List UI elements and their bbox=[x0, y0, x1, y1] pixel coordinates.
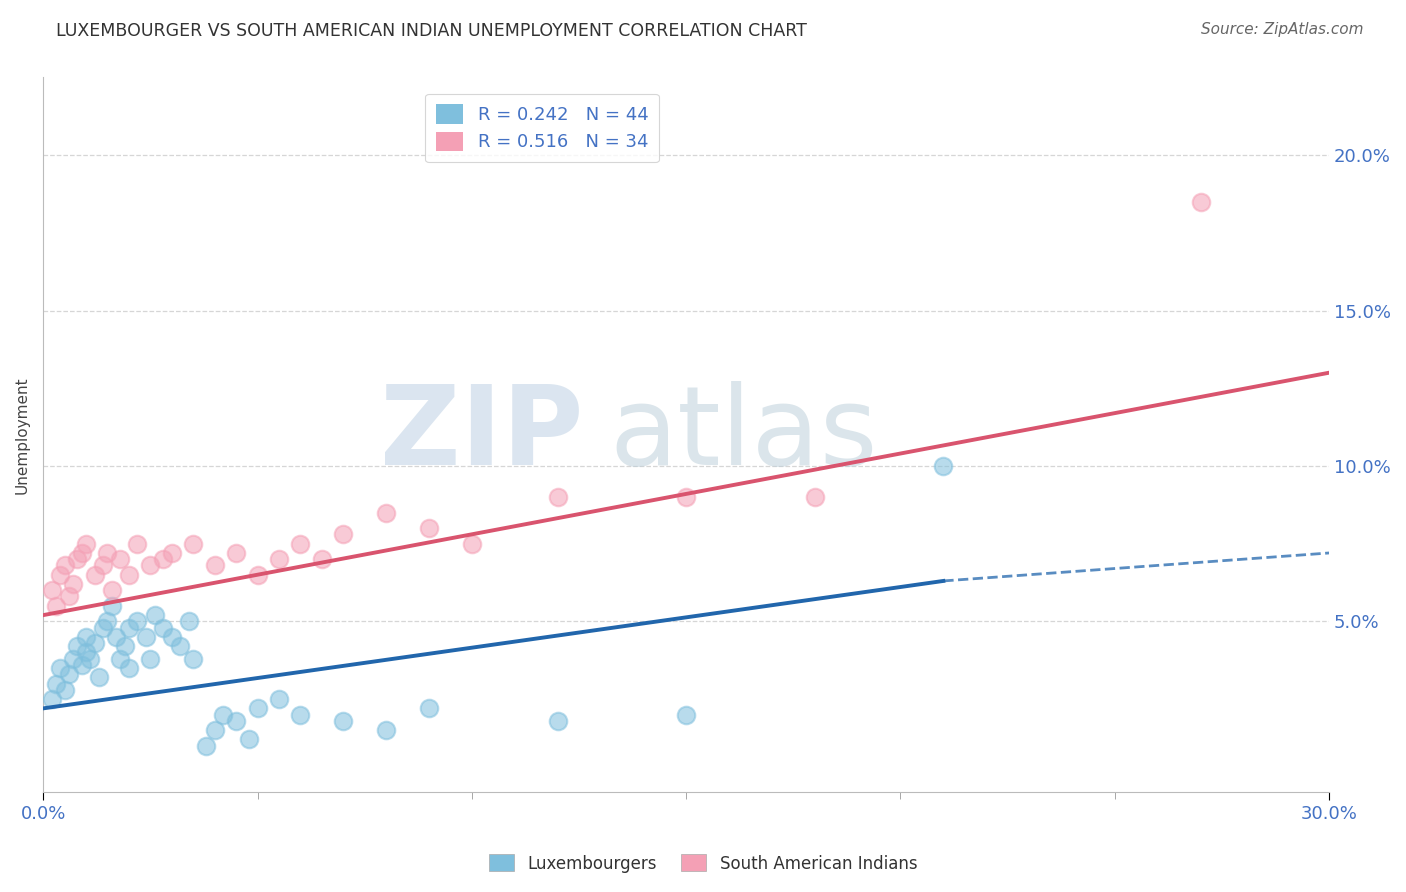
Point bbox=[267, 552, 290, 566]
Point bbox=[225, 546, 247, 560]
Point bbox=[181, 651, 204, 665]
Point bbox=[53, 558, 76, 573]
Point bbox=[110, 651, 132, 665]
Point bbox=[118, 621, 141, 635]
Point bbox=[238, 732, 260, 747]
Point bbox=[139, 558, 162, 573]
Point bbox=[169, 639, 191, 653]
Point bbox=[152, 552, 174, 566]
Point bbox=[96, 546, 118, 560]
Text: LUXEMBOURGER VS SOUTH AMERICAN INDIAN UNEMPLOYMENT CORRELATION CHART: LUXEMBOURGER VS SOUTH AMERICAN INDIAN UN… bbox=[56, 22, 807, 40]
Text: atlas: atlas bbox=[609, 382, 877, 488]
Point bbox=[101, 599, 124, 613]
Point bbox=[375, 506, 398, 520]
Point bbox=[181, 536, 204, 550]
Point bbox=[101, 583, 124, 598]
Point bbox=[135, 630, 157, 644]
Point bbox=[160, 630, 183, 644]
Point bbox=[418, 701, 440, 715]
Point bbox=[62, 651, 84, 665]
Point bbox=[118, 661, 141, 675]
Point bbox=[290, 536, 312, 550]
Point bbox=[332, 714, 354, 728]
Point bbox=[49, 567, 72, 582]
Point bbox=[75, 630, 97, 644]
Point bbox=[75, 645, 97, 659]
Point bbox=[105, 630, 128, 644]
Point bbox=[675, 490, 697, 504]
Point bbox=[83, 636, 105, 650]
Point bbox=[118, 567, 141, 582]
Point bbox=[96, 615, 118, 629]
Point bbox=[547, 714, 569, 728]
Point bbox=[58, 667, 80, 681]
Text: Source: ZipAtlas.com: Source: ZipAtlas.com bbox=[1201, 22, 1364, 37]
Point bbox=[204, 558, 226, 573]
Point bbox=[127, 615, 149, 629]
Point bbox=[803, 490, 825, 504]
Point bbox=[375, 723, 398, 738]
Point bbox=[45, 599, 67, 613]
Point bbox=[66, 552, 89, 566]
Point bbox=[41, 692, 63, 706]
Point bbox=[195, 739, 218, 753]
Point bbox=[70, 657, 93, 672]
Point bbox=[91, 621, 114, 635]
Point bbox=[66, 639, 89, 653]
Point bbox=[160, 546, 183, 560]
Point bbox=[290, 707, 312, 722]
Point bbox=[87, 670, 110, 684]
Point bbox=[49, 661, 72, 675]
Point bbox=[139, 651, 162, 665]
Point bbox=[267, 692, 290, 706]
Point bbox=[110, 552, 132, 566]
Point bbox=[83, 567, 105, 582]
Point bbox=[127, 536, 149, 550]
Point bbox=[70, 546, 93, 560]
Point bbox=[152, 621, 174, 635]
Point bbox=[246, 701, 269, 715]
Point bbox=[45, 676, 67, 690]
Point bbox=[79, 651, 101, 665]
Text: ZIP: ZIP bbox=[380, 382, 583, 488]
Point bbox=[58, 590, 80, 604]
Point bbox=[1189, 194, 1212, 209]
Point bbox=[75, 536, 97, 550]
Point bbox=[246, 567, 269, 582]
Point bbox=[177, 615, 200, 629]
Point bbox=[225, 714, 247, 728]
Point bbox=[114, 639, 136, 653]
Point bbox=[675, 707, 697, 722]
Point bbox=[53, 682, 76, 697]
Legend: R = 0.242   N = 44, R = 0.516   N = 34: R = 0.242 N = 44, R = 0.516 N = 34 bbox=[425, 94, 659, 162]
Point bbox=[204, 723, 226, 738]
Legend: Luxembourgers, South American Indians: Luxembourgers, South American Indians bbox=[482, 847, 924, 880]
Point bbox=[932, 458, 955, 473]
Point bbox=[143, 608, 166, 623]
Point bbox=[41, 583, 63, 598]
Y-axis label: Unemployment: Unemployment bbox=[15, 376, 30, 493]
Point bbox=[311, 552, 333, 566]
Point bbox=[547, 490, 569, 504]
Point bbox=[332, 527, 354, 541]
Point bbox=[91, 558, 114, 573]
Point bbox=[418, 521, 440, 535]
Point bbox=[461, 536, 484, 550]
Point bbox=[62, 577, 84, 591]
Point bbox=[212, 707, 235, 722]
